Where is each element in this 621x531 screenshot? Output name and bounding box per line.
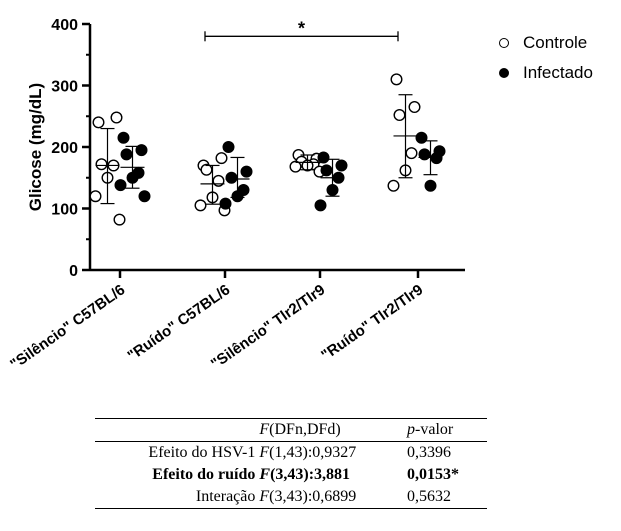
data-point (320, 164, 333, 177)
stats-row-p: 0,5632 (407, 488, 452, 505)
y-tick-label: 0 (69, 263, 78, 280)
stats-header-row: F(DFn,DFd) p-valor (95, 418, 487, 442)
stats-row-label: Interação (195, 488, 256, 505)
data-point (92, 116, 105, 129)
data-point (408, 101, 421, 114)
stats-row-f-text: (1,43):0,9327 (269, 444, 357, 461)
stats-row: Efeito do ruído F(3,43):3,881 0,0153* (95, 464, 487, 486)
legend: Controle Infectado (497, 28, 593, 88)
stats-table: F(DFn,DFd) p-valor Efeito do HSV-1 F(1,4… (95, 418, 487, 509)
data-point (200, 163, 213, 176)
legend-label-infectado: Infectado (523, 63, 593, 82)
data-point (135, 144, 148, 157)
y-tick-label: 300 (51, 79, 78, 96)
filled-circle-icon (499, 68, 509, 78)
significance-label: * (298, 18, 305, 38)
stats-row-f: F(1,43):0,9327 (259, 444, 357, 461)
stats-row-f-text: (3,43):0,6899 (269, 488, 357, 505)
data-point (222, 140, 235, 153)
stats-row: Interação F(3,43):0,6899 0,5632 (95, 486, 487, 509)
data-point (418, 148, 431, 161)
data-point (240, 165, 253, 178)
data-point (212, 174, 225, 187)
legend-label-controle: Controle (523, 33, 588, 52)
data-point (120, 148, 133, 161)
data-point (138, 190, 151, 203)
stats-row-p: 0,0153* (407, 466, 460, 483)
stats-header-f: F(DFn,DFd) (259, 421, 341, 438)
stats-header-f-text: (DFn,DFd) (269, 421, 341, 438)
data-point (225, 171, 238, 184)
stats-row-f-text: (3,43):3,881 (270, 466, 351, 483)
stats-row-p: 0,3396 (407, 444, 452, 461)
data-point (415, 131, 428, 144)
data-point (117, 131, 130, 144)
stats-header-empty (95, 419, 257, 442)
stats-header-p-text: -valor (415, 421, 454, 438)
y-tick-label: 100 (51, 202, 78, 219)
data-point (113, 213, 126, 226)
data-point (393, 109, 406, 122)
data-point (114, 179, 127, 192)
data-point (95, 158, 108, 171)
data-point (110, 111, 123, 124)
legend-item-controle: Controle (497, 28, 593, 58)
data-point (430, 152, 443, 165)
legend-item-infectado: Infectado (497, 58, 593, 88)
data-point (424, 179, 437, 192)
stats-row: Efeito do HSV-1 F(1,43):0,9327 0,3396 (95, 442, 487, 465)
stats-header-p: p-valor (407, 421, 454, 438)
data-point (194, 199, 207, 212)
data-point (314, 199, 327, 212)
data-point (335, 159, 348, 172)
y-tick-label: 200 (51, 140, 78, 157)
x-tick-label: "Silêncio" C57BL/6 (7, 281, 128, 373)
anova-table: F(DFn,DFd) p-valor Efeito do HSV-1 F(1,4… (95, 418, 487, 509)
data-point (405, 147, 418, 160)
y-axis-label: Glicose (mg/dL) (26, 83, 45, 211)
data-point (89, 190, 102, 203)
data-point (390, 73, 403, 86)
chart: 0 100 200 300 400 Glicose (mg/dL) "Silêncio" C… (7, 17, 465, 373)
data-point (215, 152, 228, 165)
stats-row-f: F(3,43):3,881 (259, 466, 351, 483)
y-tick-label: 400 (51, 17, 78, 34)
stats-row-label: Efeito do HSV-1 (148, 444, 256, 461)
data-point (219, 197, 232, 210)
data-point (289, 160, 302, 173)
stats-row-label: Efeito do ruído (152, 466, 256, 483)
data-point (317, 151, 330, 164)
x-tick-label: "Ruído" Tlr2/Tlr9 (318, 281, 426, 364)
stats-row-f: F(3,43):0,6899 (259, 488, 357, 505)
data-point (387, 179, 400, 192)
open-circle-icon (499, 38, 509, 48)
